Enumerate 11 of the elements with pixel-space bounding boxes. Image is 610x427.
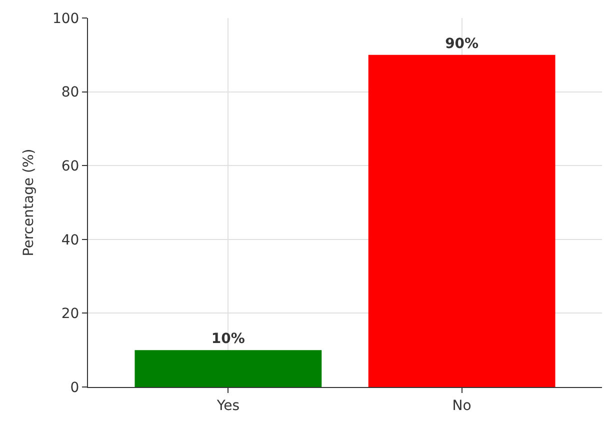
- data-label: 10%: [211, 331, 245, 348]
- x-tick-label: No: [452, 398, 472, 414]
- y-tick-label: 40: [61, 232, 80, 248]
- y-axis-title: Percentage (%): [21, 148, 38, 256]
- y-tick-label: 80: [61, 84, 80, 101]
- y-tick-label: 20: [61, 306, 80, 322]
- y-tick-label: 100: [52, 10, 80, 27]
- x-tick-label: Yes: [216, 398, 240, 414]
- y-tick-label: 60: [61, 158, 80, 174]
- y-tick-label: 0: [70, 380, 80, 396]
- data-label: 90%: [445, 36, 479, 52]
